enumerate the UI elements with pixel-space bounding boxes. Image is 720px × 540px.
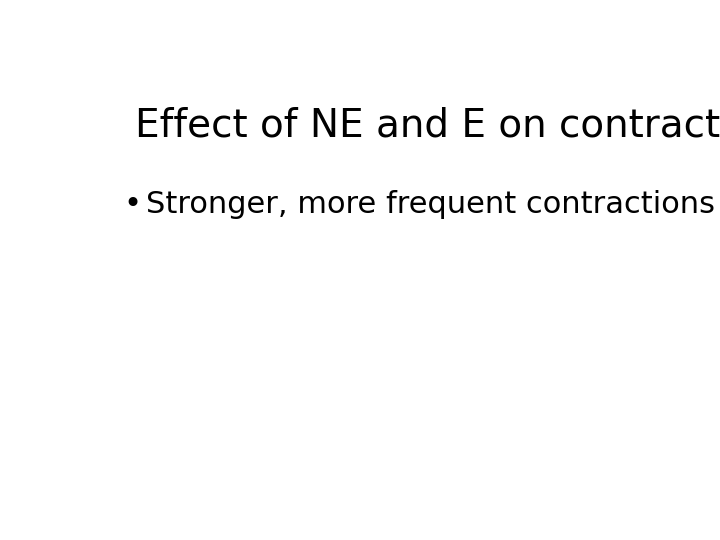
Text: Effect of NE and E on contraction: Effect of NE and E on contraction <box>135 106 720 144</box>
Text: Stronger, more frequent contractions: Stronger, more frequent contractions <box>145 190 715 219</box>
Text: •: • <box>124 190 142 219</box>
